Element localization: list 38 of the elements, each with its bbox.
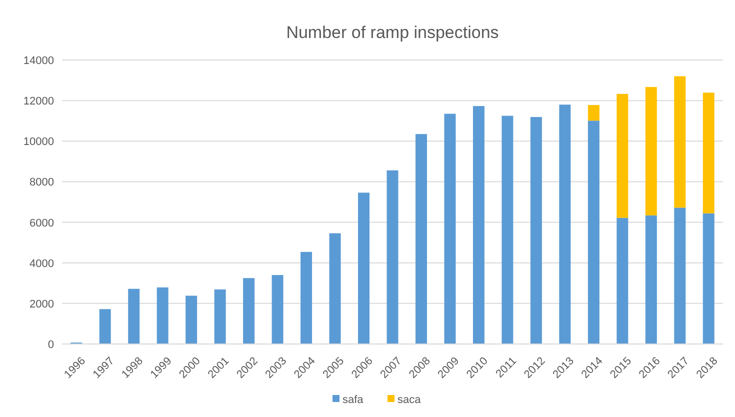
bar [300,252,312,344]
bar [674,208,686,344]
bar [472,106,484,344]
bar [588,120,600,344]
legend-label: saca [398,394,422,406]
y-tick-label: 2000 [30,298,54,310]
chart-title: Number of ramp inspections [286,23,499,42]
bar [530,117,542,344]
bar [99,309,111,344]
bar [358,192,370,344]
bar [243,278,255,344]
legend-label: safa [342,394,364,406]
bar [674,76,686,208]
bar [214,289,226,344]
bar [186,296,198,344]
bar [329,233,341,344]
bar [444,114,456,344]
bar [415,134,427,344]
y-tick-label: 4000 [30,258,54,270]
y-tick-label: 0 [48,339,54,351]
y-tick-label: 12000 [23,96,54,108]
bar [645,86,657,216]
bar [502,116,514,344]
y-tick-label: 14000 [23,55,54,67]
bar [156,287,168,344]
bar [616,218,628,344]
bar [616,94,628,218]
y-tick-label: 8000 [30,176,54,189]
y-tick-label: 6000 [30,217,54,230]
bar [128,288,140,344]
bar [386,170,398,344]
bar [702,213,714,344]
bar [272,275,284,344]
bar [588,105,600,121]
bar [702,92,714,214]
bar [645,215,657,344]
y-tick-label: 10000 [23,136,54,148]
bar [559,104,571,344]
